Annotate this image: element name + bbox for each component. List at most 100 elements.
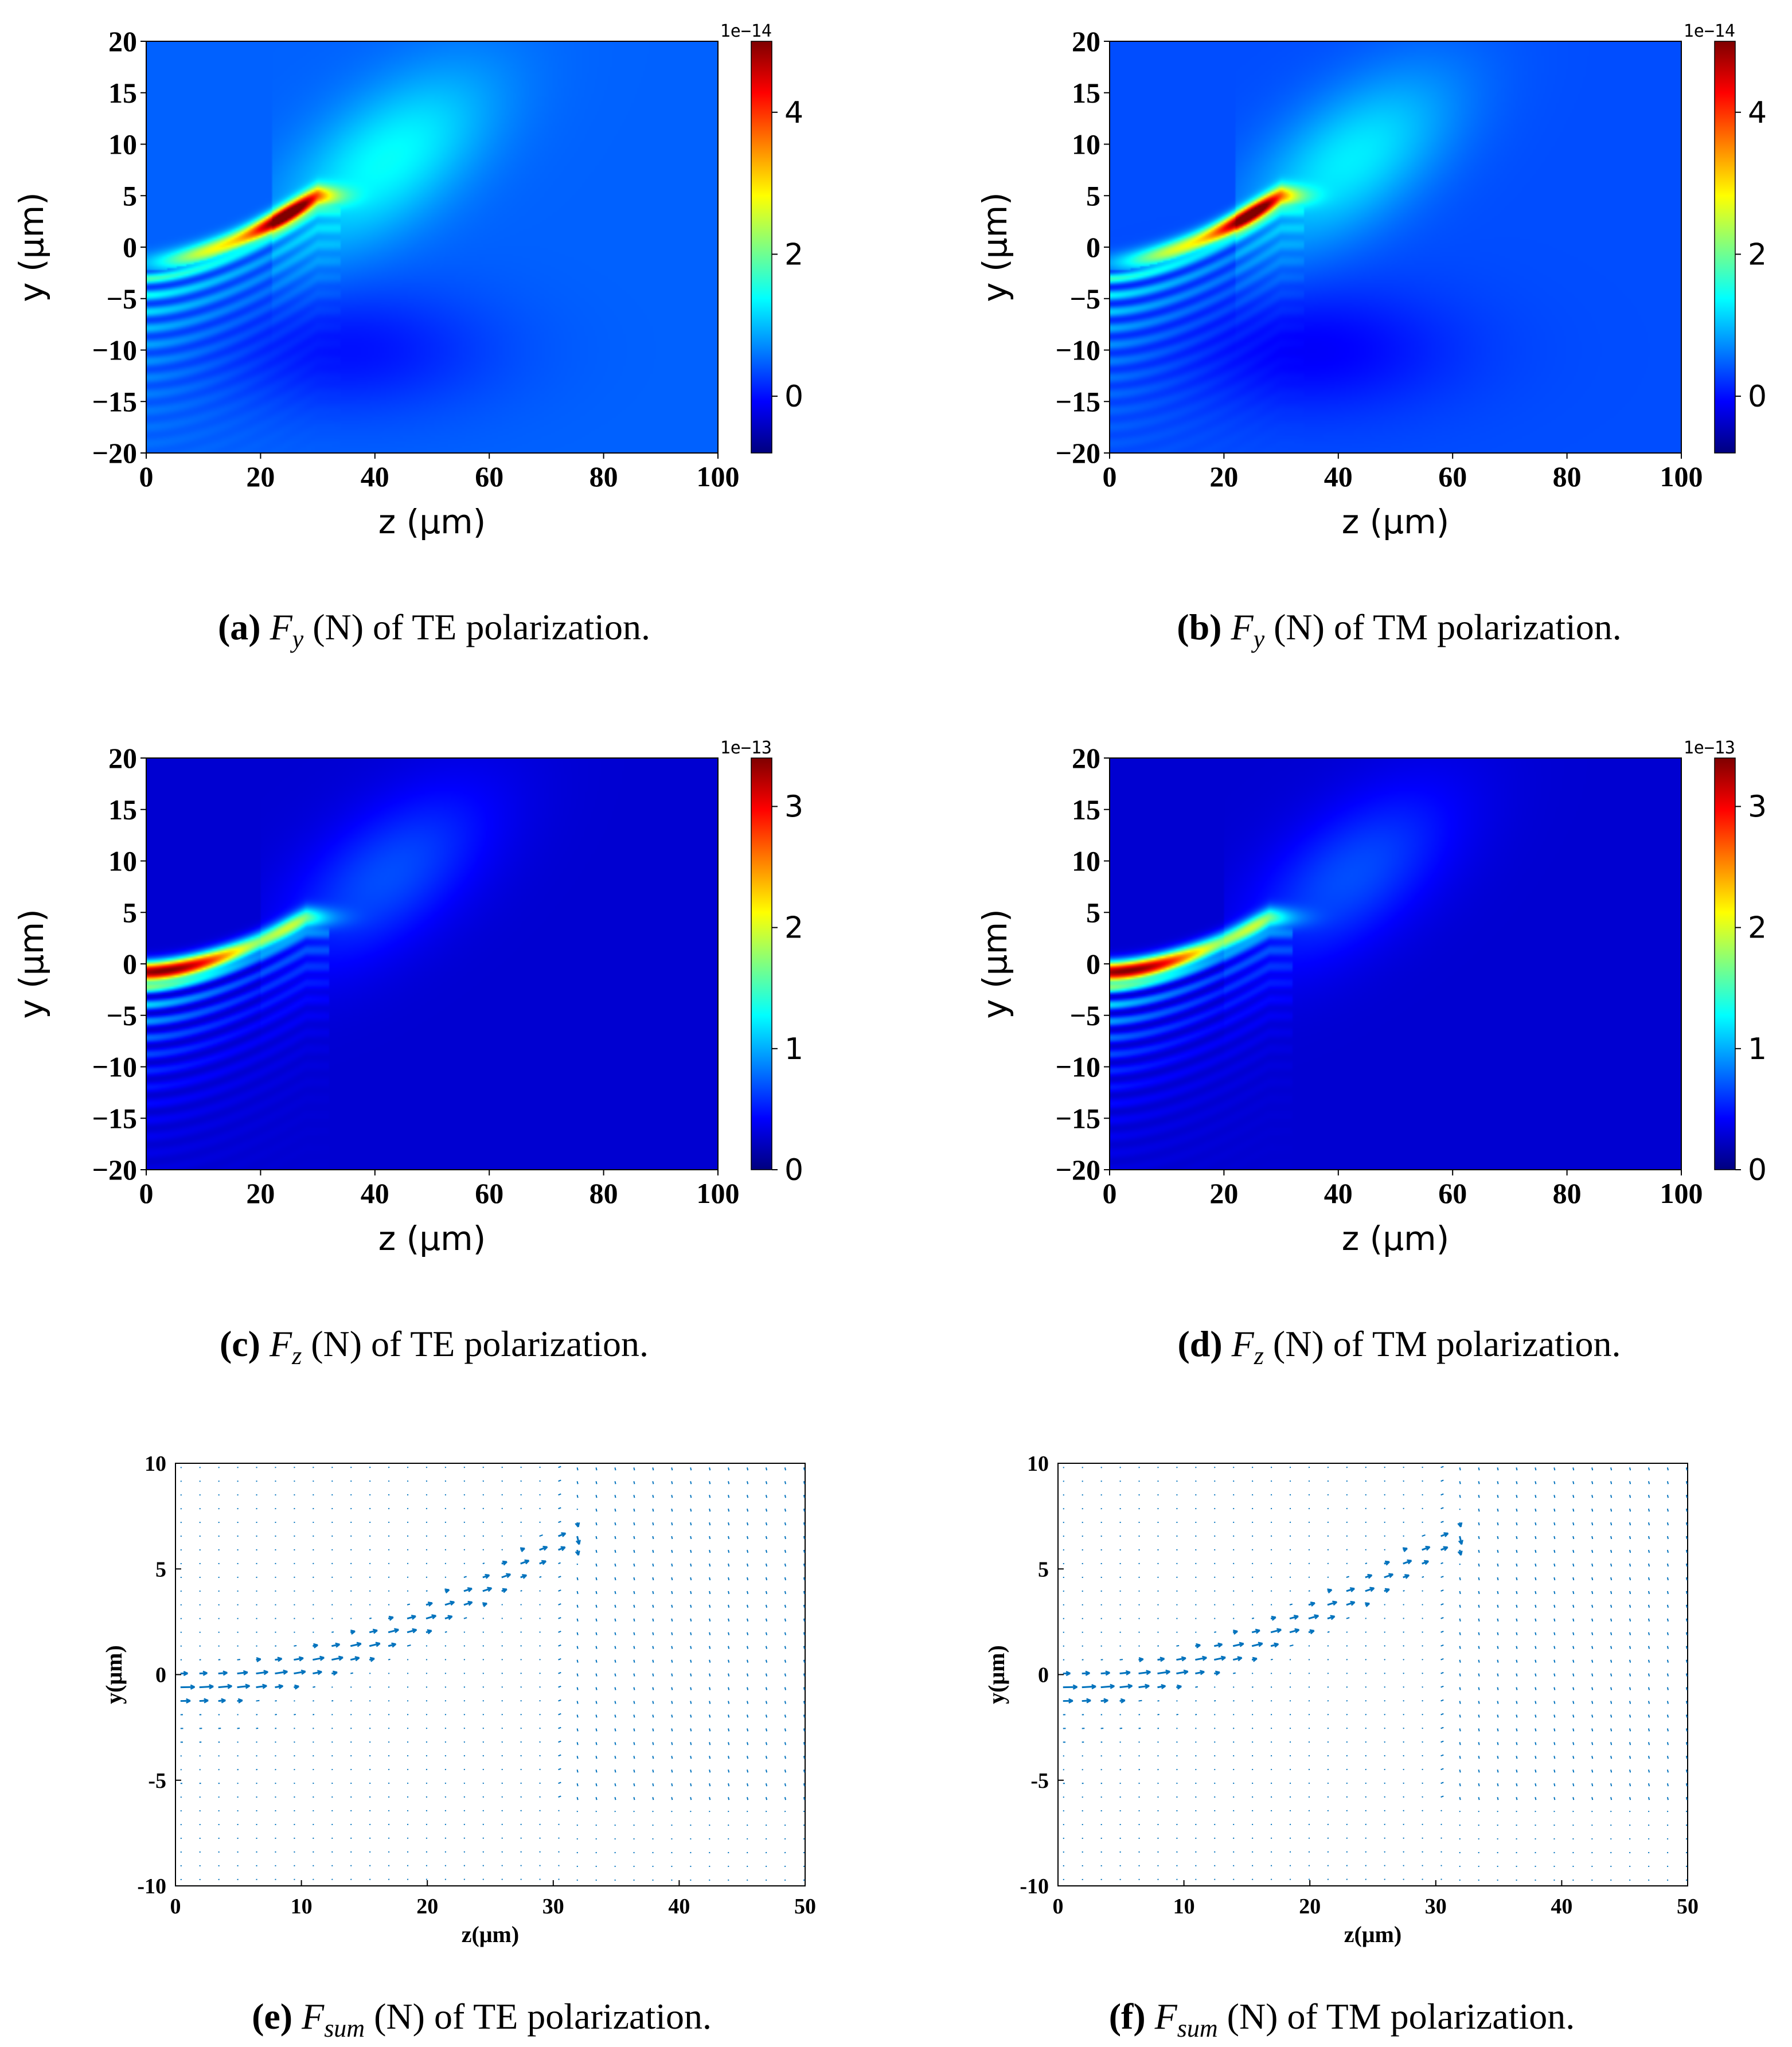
force-arrow xyxy=(1478,1659,1480,1663)
x-tick-label: 60 xyxy=(475,1177,503,1209)
force-arrow xyxy=(444,1713,447,1716)
force-arrowhead xyxy=(1426,1546,1431,1551)
x-tick-label: 20 xyxy=(1209,460,1238,493)
force-arrow xyxy=(1440,1740,1444,1743)
force-arrow xyxy=(728,1756,730,1759)
force-arrow xyxy=(520,1741,522,1743)
force-arrow xyxy=(1685,1646,1688,1649)
force-arrow xyxy=(747,1742,749,1745)
force-arrow xyxy=(576,1577,579,1581)
force-arrow xyxy=(1459,1687,1461,1690)
force-arrowhead xyxy=(1065,1673,1071,1677)
force-arrow xyxy=(1572,1618,1575,1622)
force-arrow xyxy=(463,1878,466,1880)
y-tick-label: −20 xyxy=(92,437,138,469)
force-arrow xyxy=(1516,1756,1518,1759)
force-arrow xyxy=(1422,1673,1423,1674)
y-tick-label: −5 xyxy=(1070,283,1101,315)
quiver-arrows xyxy=(180,1466,805,1881)
force-arrow xyxy=(576,1481,579,1485)
force-arrow xyxy=(1535,1646,1537,1649)
force-arrow xyxy=(1270,1521,1272,1523)
force-arrow xyxy=(482,1796,485,1798)
force-arrow xyxy=(803,1783,805,1787)
force-arrowhead xyxy=(1165,1671,1170,1675)
force-arrow xyxy=(539,1534,543,1537)
force-arrowhead xyxy=(221,1700,226,1704)
force-arrowhead xyxy=(335,1643,341,1648)
force-arrow xyxy=(709,1591,711,1595)
force-arrow xyxy=(463,1713,466,1716)
force-arrow xyxy=(1516,1728,1518,1732)
force-arrow xyxy=(482,1466,485,1468)
force-arrow xyxy=(728,1646,730,1649)
y-tick-label: 0 xyxy=(1038,1663,1049,1687)
force-arrow xyxy=(463,1673,466,1674)
force-arrow xyxy=(463,1796,466,1798)
force-arrow xyxy=(1138,1671,1151,1675)
force-arrow xyxy=(671,1591,673,1595)
force-arrowhead xyxy=(575,1551,579,1556)
force-arrow xyxy=(1572,1783,1575,1787)
force-arrow xyxy=(1403,1618,1404,1619)
force-arrow xyxy=(1403,1782,1404,1784)
force-arrowhead xyxy=(1160,1658,1165,1662)
force-arrow xyxy=(558,1617,561,1619)
force-arrow xyxy=(1535,1549,1537,1553)
x-tick-label: 100 xyxy=(1660,1177,1703,1209)
force-arrow xyxy=(1346,1673,1348,1674)
force-arrow xyxy=(1308,1615,1319,1620)
force-arrow xyxy=(539,1480,541,1482)
force-arrow xyxy=(747,1467,749,1471)
force-arrow xyxy=(1478,1618,1480,1622)
caption-quantity: F xyxy=(1154,1996,1178,2037)
force-arrow xyxy=(539,1727,541,1729)
force-arrowhead xyxy=(1311,1602,1315,1607)
force-arrow xyxy=(407,1865,409,1866)
force-arrow xyxy=(558,1493,561,1496)
force-arrow xyxy=(784,1481,787,1485)
force-arrow xyxy=(576,1756,579,1759)
force-arrow xyxy=(1346,1576,1349,1578)
caption-space xyxy=(261,607,270,647)
force-arrow xyxy=(1440,1810,1442,1812)
y-tick-label: 10 xyxy=(108,845,137,877)
force-arrow xyxy=(803,1714,805,1718)
x-tick-label: 20 xyxy=(246,460,275,493)
force-arrow xyxy=(1327,1741,1329,1743)
force-arrow xyxy=(765,1646,768,1649)
force-arrow xyxy=(1440,1851,1442,1853)
force-arrow xyxy=(237,1671,248,1675)
force-arrowhead xyxy=(1457,1523,1462,1528)
force-arrow xyxy=(576,1673,579,1677)
force-arrow xyxy=(539,1659,541,1661)
force-arrow xyxy=(1440,1754,1444,1757)
y-tick-label: 0 xyxy=(1086,948,1100,980)
x-tick-label: 100 xyxy=(697,1177,740,1209)
force-arrow xyxy=(388,1782,390,1784)
force-arrow xyxy=(671,1495,673,1498)
force-arrow xyxy=(690,1481,692,1485)
force-arrow xyxy=(671,1687,673,1690)
force-arrow xyxy=(1422,1727,1423,1729)
force-arrow xyxy=(1553,1563,1556,1567)
force-arrow xyxy=(482,1768,485,1771)
force-arrow xyxy=(520,1768,522,1771)
force-arrow xyxy=(1346,1659,1348,1661)
force-arrow xyxy=(1478,1481,1480,1485)
force-arrow xyxy=(1497,1701,1499,1704)
force-arrow xyxy=(425,1659,428,1661)
force-arrow xyxy=(1289,1768,1291,1771)
force-arrow xyxy=(1478,1467,1480,1471)
force-arrow xyxy=(1478,1769,1480,1773)
force-arrow xyxy=(1440,1631,1444,1633)
force-arrow xyxy=(388,1851,390,1853)
force-arrow xyxy=(690,1769,692,1773)
force-arrow xyxy=(1478,1591,1480,1595)
force-arrow xyxy=(728,1467,730,1471)
force-arrow xyxy=(747,1522,749,1526)
force-arrowhead xyxy=(204,1700,209,1704)
force-arrow xyxy=(1384,1851,1385,1853)
force-arrowhead xyxy=(503,1588,507,1593)
force-arrow xyxy=(784,1632,787,1635)
